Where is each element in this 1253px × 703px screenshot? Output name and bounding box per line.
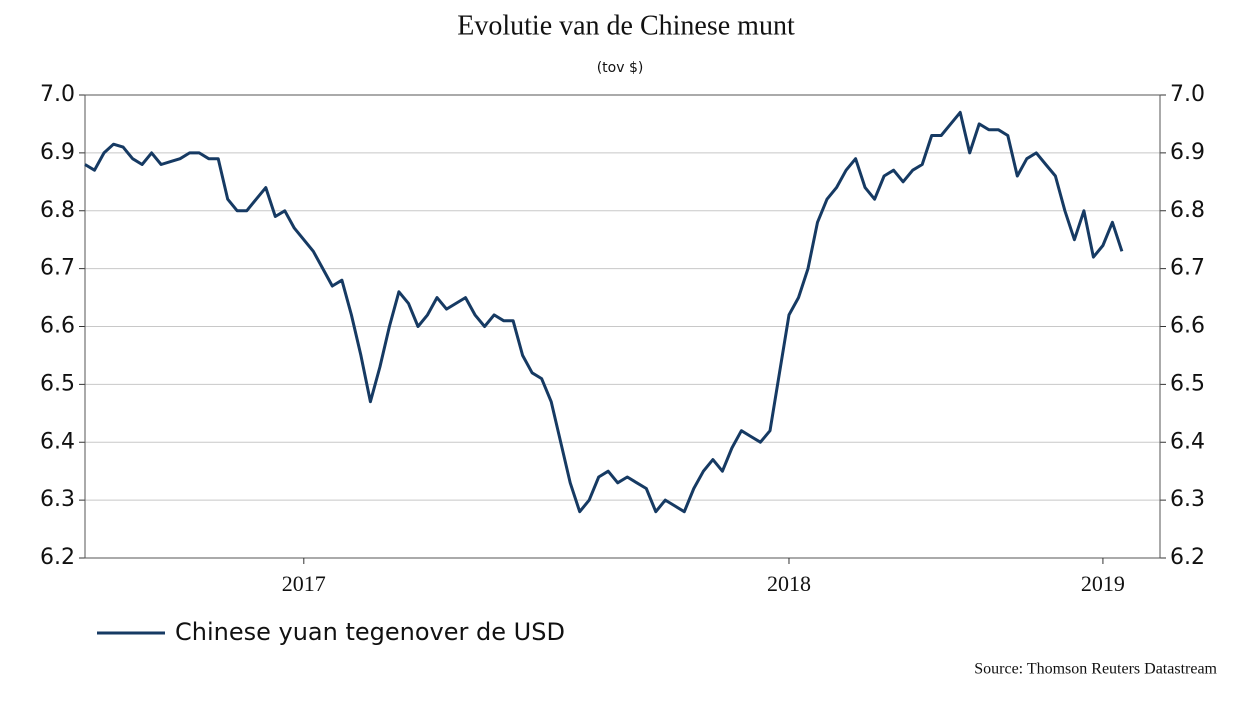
y-tick-label: 6.3 [40,487,75,512]
y2-tick-label: 6.4 [1170,429,1205,454]
y2-tick-label: 6.3 [1170,487,1205,512]
y-tick-label: 6.5 [40,371,75,396]
y-tick-label: 6.6 [40,314,75,339]
y-tick-label: 6.9 [40,140,75,165]
y2-tick-label: 6.2 [1170,545,1205,570]
x-tick-label: 2018 [767,571,811,596]
y2-tick-label: 6.6 [1170,314,1205,339]
y-tick-label: 6.7 [40,256,75,281]
y2-tick-label: 6.9 [1170,140,1205,165]
x-tick-label: 2017 [282,571,326,596]
legend-label: Chinese yuan tegenover de USD [175,618,565,646]
x-tick-label: 2019 [1081,571,1125,596]
y2-tick-label: 6.5 [1170,371,1205,396]
y2-tick-label: 7.0 [1170,82,1205,107]
plot-frame [84,94,1161,559]
source-note: Source: Thomson Reuters Datastream [974,661,1217,678]
chart-subtitle: (tov $) [597,60,644,76]
y-tick-label: 6.2 [40,545,75,570]
y-tick-label: 6.4 [40,429,75,454]
y2-tick-label: 6.8 [1170,198,1205,223]
y-tick-label: 6.8 [40,198,75,223]
series-line [84,110,1124,514]
chart-title: Evolutie van de Chinese munt [457,10,795,41]
y-tick-label: 7.0 [40,82,75,107]
y2-tick-label: 6.7 [1170,256,1205,281]
